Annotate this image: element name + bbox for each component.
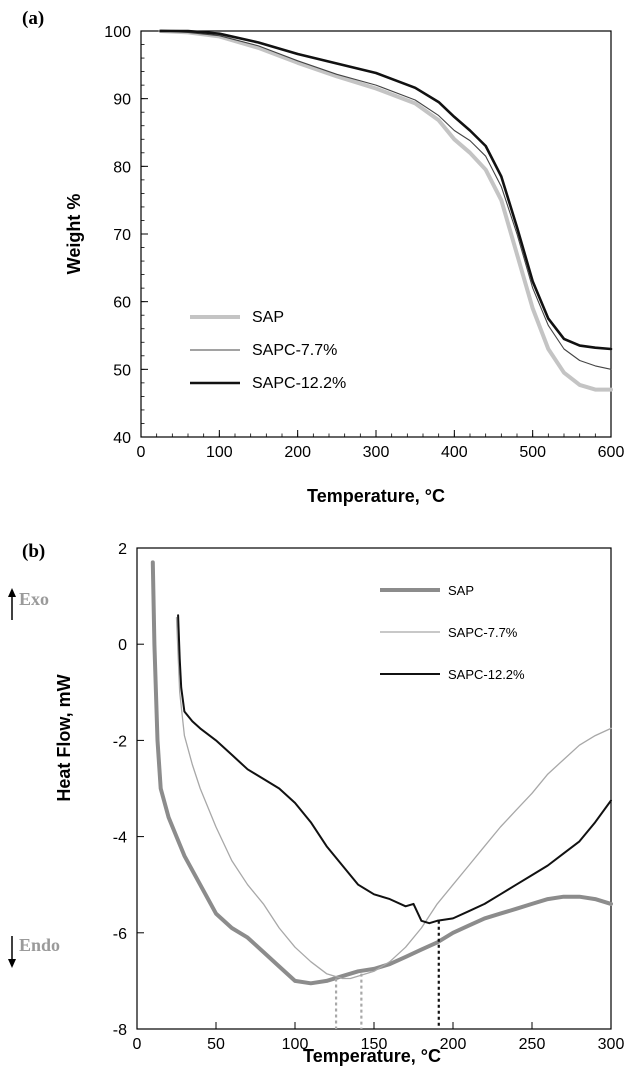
series-line-sapc-7-7- — [160, 30, 612, 370]
panel-b-markers — [334, 920, 440, 1029]
x-tick-label: 0 — [133, 1036, 142, 1053]
legend-label: SAP — [252, 309, 284, 326]
series-line-sapc-12-2- — [177, 614, 612, 925]
x-tick-label: 250 — [519, 1036, 546, 1053]
panel-a-y-axis-title: Weight % — [64, 194, 84, 275]
panel-b-label: (b) — [22, 541, 45, 562]
x-tick-label: 500 — [519, 444, 546, 461]
panel-b-plot-frame — [136, 547, 612, 1030]
endo-indicator: Endo — [8, 935, 60, 968]
legend-label: SAPC-12.2% — [252, 375, 346, 392]
legend-label: SAPC-7.7% — [448, 625, 518, 640]
legend-label: SAPC-7.7% — [252, 342, 337, 359]
exo-indicator: Exo — [8, 588, 49, 620]
panel-b-legend: SAP SAPC-7.7% SAPC-12.2% — [380, 583, 525, 682]
x-tick-label: 600 — [598, 444, 625, 461]
x-tick-label: 300 — [363, 444, 390, 461]
x-tick-label: 300 — [598, 1036, 625, 1053]
panel-a-series — [158, 29, 613, 392]
x-tick-label: 0 — [137, 444, 146, 461]
panel-b-x-axis-title: Temperature, °C — [303, 1046, 441, 1066]
y-tick-label: 2 — [118, 541, 127, 558]
y-tick-label: 100 — [104, 24, 131, 41]
panel-a-legend: SAP SAPC-7.7% SAPC-12.2% — [190, 309, 346, 392]
x-tick-label: 400 — [441, 444, 468, 461]
endo-label: Endo — [19, 935, 60, 955]
panel-b: (b) 0 50 100 150 200 250 300 -8 -6 -4 -2 0 2 SAP SAPC… — [8, 541, 624, 1066]
panel-b-y-axis-title: Heat Flow, mW — [54, 674, 74, 801]
exo-label: Exo — [19, 589, 49, 609]
legend-label: SAP — [448, 583, 474, 598]
y-tick-label: 0 — [118, 637, 127, 654]
x-tick-label: 100 — [206, 444, 233, 461]
y-tick-label: -4 — [113, 830, 127, 847]
panel-a-plot-frame — [140, 30, 612, 438]
y-tick-label: 50 — [113, 362, 131, 379]
y-tick-label: -2 — [113, 733, 127, 750]
panel-a: (a) 0 100 200 300 400 500 600 40 50 60 70 80 90 100 S… — [22, 8, 624, 506]
y-tick-label: 70 — [113, 227, 131, 244]
panel-a-label: (a) — [22, 8, 44, 29]
series-line-sap — [150, 560, 613, 986]
panel-b-series — [150, 560, 613, 986]
x-tick-label: 50 — [207, 1036, 225, 1053]
panel-a-x-axis-title: Temperature, °C — [307, 486, 445, 506]
series-line-sapc-7-7- — [175, 617, 612, 980]
y-tick-label: -8 — [113, 1022, 127, 1039]
y-tick-label: -6 — [113, 926, 127, 943]
legend-label: SAPC-12.2% — [448, 667, 525, 682]
exo-arrowhead-icon — [8, 588, 16, 597]
x-tick-label: 100 — [282, 1036, 309, 1053]
y-tick-label: 60 — [113, 295, 131, 312]
y-tick-label: 80 — [113, 159, 131, 176]
series-line-sap — [158, 29, 613, 392]
x-tick-label: 200 — [284, 444, 311, 461]
x-tick-label: 200 — [440, 1036, 467, 1053]
y-tick-label: 90 — [113, 92, 131, 109]
panel-a-ticks: 0 100 200 300 400 500 600 40 50 60 70 80 90 100 — [104, 24, 624, 461]
panel-b-ticks: 0 50 100 150 200 250 300 -8 -6 -4 -2 0 2 — [113, 541, 625, 1053]
x-tick-label: 150 — [361, 1036, 388, 1053]
y-tick-label: 40 — [113, 430, 131, 447]
series-line-sapc-12-2- — [159, 29, 613, 351]
endo-arrowhead-icon — [8, 959, 16, 968]
